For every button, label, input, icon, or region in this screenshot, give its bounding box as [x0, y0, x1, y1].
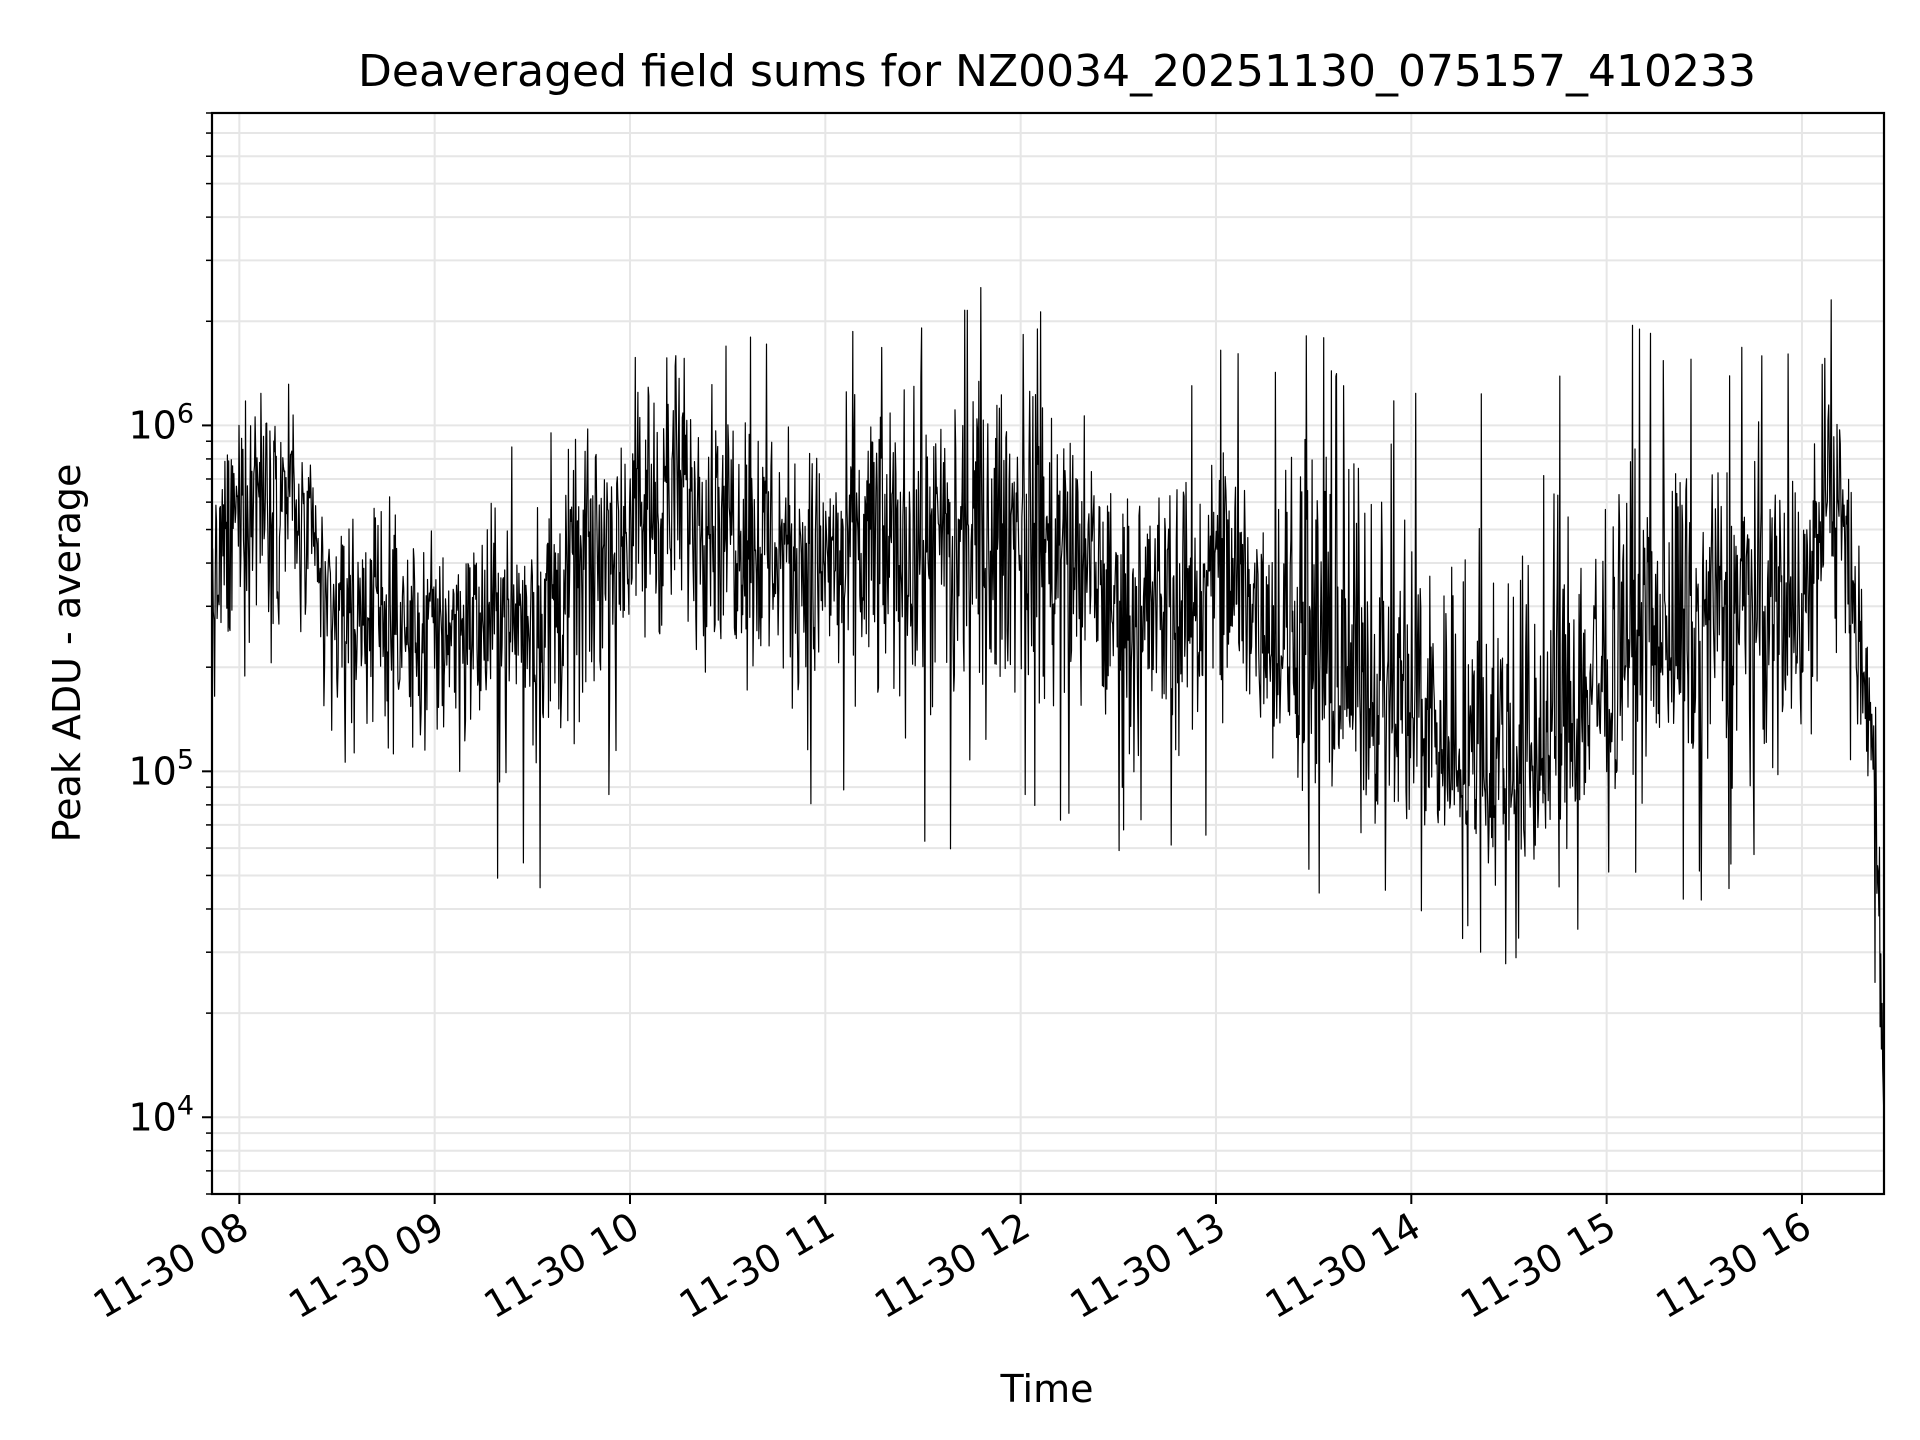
y-tick-label: 104 [128, 1090, 194, 1139]
x-axis-label: Time [1000, 1367, 1094, 1411]
y-tick-label-base: 10 [128, 1095, 176, 1139]
y-tick-label: 106 [128, 398, 194, 447]
plot-frame [210, 111, 1886, 1196]
y-tick-label: 105 [128, 744, 194, 793]
series-layer [211, 287, 1885, 1121]
chart-title: Deaveraged field sums for NZ0034_2025113… [358, 46, 1756, 97]
series-line [211, 287, 1885, 1121]
grid [212, 112, 1884, 1195]
y-axis-label: Peak ADU - average [45, 464, 89, 843]
y-tick-label-base: 10 [128, 403, 176, 447]
y-tick-label-exponent: 5 [177, 744, 194, 775]
y-tick-label-base: 10 [128, 749, 176, 793]
y-tick-label-exponent: 6 [177, 398, 194, 429]
y-tick-label-exponent: 4 [177, 1090, 194, 1121]
